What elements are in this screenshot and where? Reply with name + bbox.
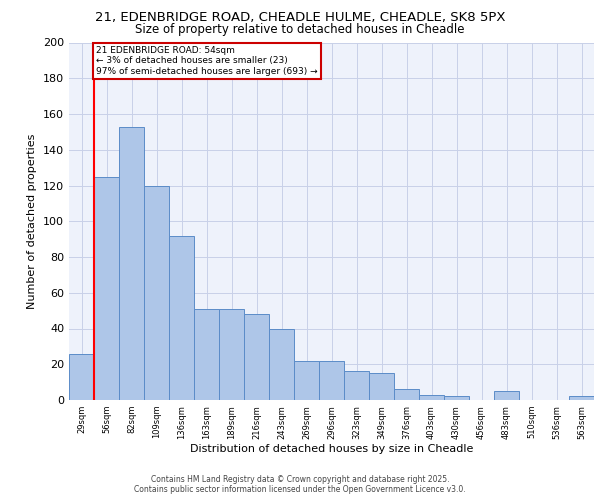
Bar bbox=[419, 394, 444, 400]
Text: 21, EDENBRIDGE ROAD, CHEADLE HULME, CHEADLE, SK8 5PX: 21, EDENBRIDGE ROAD, CHEADLE HULME, CHEA… bbox=[95, 11, 505, 24]
Bar bbox=[144, 186, 169, 400]
Bar bbox=[494, 391, 519, 400]
Text: Size of property relative to detached houses in Cheadle: Size of property relative to detached ho… bbox=[135, 22, 465, 36]
Text: 21 EDENBRIDGE ROAD: 54sqm
← 3% of detached houses are smaller (23)
97% of semi-d: 21 EDENBRIDGE ROAD: 54sqm ← 3% of detach… bbox=[96, 46, 317, 76]
Bar bbox=[219, 309, 244, 400]
Bar bbox=[369, 373, 394, 400]
Bar bbox=[444, 396, 469, 400]
Bar bbox=[569, 396, 594, 400]
Text: Contains HM Land Registry data © Crown copyright and database right 2025.
Contai: Contains HM Land Registry data © Crown c… bbox=[134, 474, 466, 494]
Bar bbox=[269, 328, 294, 400]
Bar bbox=[94, 176, 119, 400]
Bar bbox=[394, 390, 419, 400]
Bar bbox=[169, 236, 194, 400]
Bar bbox=[294, 360, 319, 400]
Bar bbox=[69, 354, 94, 400]
Y-axis label: Number of detached properties: Number of detached properties bbox=[28, 134, 37, 309]
X-axis label: Distribution of detached houses by size in Cheadle: Distribution of detached houses by size … bbox=[190, 444, 473, 454]
Bar bbox=[344, 372, 369, 400]
Bar bbox=[119, 126, 144, 400]
Bar bbox=[194, 309, 219, 400]
Bar bbox=[244, 314, 269, 400]
Bar bbox=[319, 360, 344, 400]
